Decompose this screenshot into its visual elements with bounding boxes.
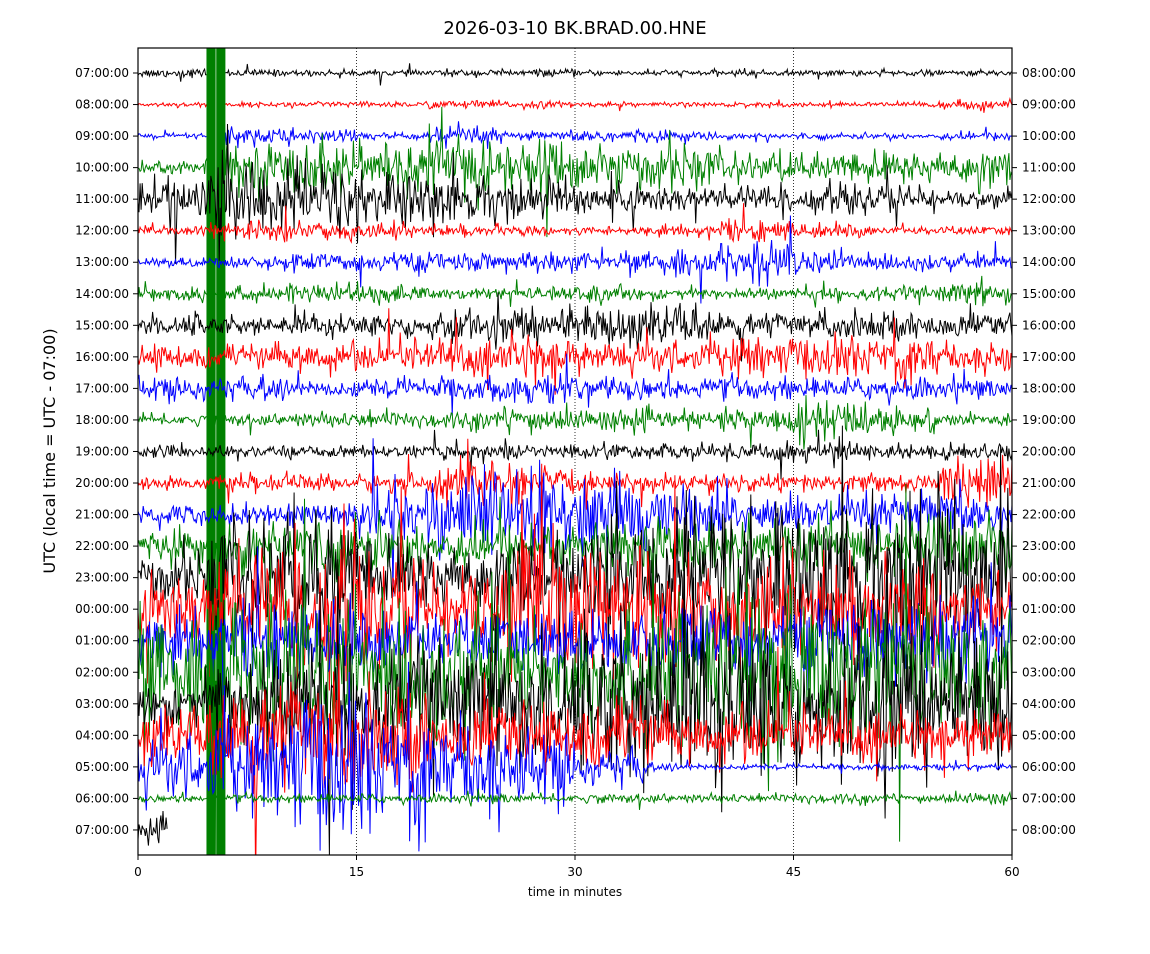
y-axis-label: UTC (local time = UTC - 07:00) <box>40 328 59 573</box>
y-tick-label-utc: 23:00:00 <box>75 571 129 585</box>
y-tick-label-local: 07:00:00 <box>1022 791 1076 805</box>
trace-row-09 <box>138 121 1012 149</box>
y-tick-label-utc: 21:00:00 <box>75 508 129 522</box>
trace-row-10 <box>138 106 1012 238</box>
y-tick-label-local: 12:00:00 <box>1022 192 1076 206</box>
y-tick-label-utc: 07:00:00 <box>75 66 129 80</box>
y-tick-label-local: 06:00:00 <box>1022 760 1076 774</box>
trace-row-06 <box>138 788 1012 810</box>
y-tick-label-utc: 04:00:00 <box>75 728 129 742</box>
y-tick-label-utc: 01:00:00 <box>75 634 129 648</box>
x-tick-label: 0 <box>134 865 142 879</box>
y-tick-label-local: 04:00:00 <box>1022 697 1076 711</box>
trace-row-03 <box>138 536 1012 855</box>
trace-row-13 <box>138 215 1012 304</box>
y-tick-label-local: 09:00:00 <box>1022 98 1076 112</box>
y-tick-labels-right: 08:00:00 09:00:00 10:00:00 11:00:00 12:00:00… <box>1012 66 1076 837</box>
y-tick-label-local: 11:00:00 <box>1022 161 1076 175</box>
trace-row-17 <box>138 353 1012 416</box>
trace-row-04 <box>138 646 1012 855</box>
trace-row-16 <box>138 308 1012 395</box>
trace-row-07 <box>138 810 168 846</box>
y-tick-label-utc: 00:00:00 <box>75 602 129 616</box>
trace-row-21 <box>138 438 1012 597</box>
y-tick-label-local: 02:00:00 <box>1022 634 1076 648</box>
y-tick-labels-left: 07:00:00 08:00:00 09:00:00 10:00:00 11:00:00… <box>75 66 138 837</box>
y-tick-label-local: 22:00:00 <box>1022 508 1076 522</box>
y-tick-label-utc: 08:00:00 <box>75 98 129 112</box>
y-tick-label-utc: 14:00:00 <box>75 287 129 301</box>
y-tick-label-utc: 10:00:00 <box>75 161 129 175</box>
y-tick-label-local: 18:00:00 <box>1022 381 1076 395</box>
y-tick-label-local: 17:00:00 <box>1022 350 1076 364</box>
y-tick-label-local: 13:00:00 <box>1022 224 1076 238</box>
y-tick-label-utc: 11:00:00 <box>75 192 129 206</box>
y-tick-label-utc: 07:00:00 <box>75 823 129 837</box>
chart-title: 2026-03-10 BK.BRAD.00.HNE <box>443 18 706 39</box>
trace-row-05 <box>138 661 1012 852</box>
trace-row-18 <box>138 395 1012 450</box>
trace-row-00 <box>138 463 1012 714</box>
y-tick-label-utc: 19:00:00 <box>75 444 129 458</box>
trace-row-07 <box>138 63 1012 86</box>
x-ticks: 0 15 30 45 60 <box>134 855 1020 879</box>
y-tick-label-utc: 18:00:00 <box>75 413 129 427</box>
y-tick-label-utc: 02:00:00 <box>75 665 129 679</box>
y-tick-label-utc: 20:00:00 <box>75 476 129 490</box>
trace-row-11 <box>138 123 1012 264</box>
trace-row-12 <box>138 203 1012 244</box>
x-tick-label: 45 <box>786 865 801 879</box>
y-tick-label-local: 08:00:00 <box>1022 823 1076 837</box>
trace-row-15 <box>138 292 1012 362</box>
y-tick-label-utc: 16:00:00 <box>75 350 129 364</box>
y-tick-label-local: 08:00:00 <box>1022 66 1076 80</box>
y-tick-label-local: 05:00:00 <box>1022 728 1076 742</box>
y-tick-label-local: 10:00:00 <box>1022 129 1076 143</box>
y-tick-label-local: 21:00:00 <box>1022 476 1076 490</box>
y-tick-label-utc: 03:00:00 <box>75 697 129 711</box>
traces <box>138 48 1012 855</box>
y-tick-label-local: 14:00:00 <box>1022 255 1076 269</box>
trace-row-20 <box>138 438 1012 512</box>
y-tick-label-utc: 06:00:00 <box>75 791 129 805</box>
trace-row-02 <box>138 483 1012 855</box>
y-tick-label-local: 03:00:00 <box>1022 665 1076 679</box>
trace-row-08 <box>138 96 1012 113</box>
y-tick-label-local: 19:00:00 <box>1022 413 1076 427</box>
y-tick-label-local: 15:00:00 <box>1022 287 1076 301</box>
x-tick-label: 15 <box>349 865 364 879</box>
y-tick-label-utc: 05:00:00 <box>75 760 129 774</box>
trace-row-14 <box>138 275 1012 308</box>
y-tick-label-utc: 15:00:00 <box>75 318 129 332</box>
trace-row-19 <box>138 429 1012 480</box>
y-tick-label-local: 00:00:00 <box>1022 571 1076 585</box>
y-tick-label-local: 01:00:00 <box>1022 602 1076 616</box>
y-tick-label-utc: 22:00:00 <box>75 539 129 553</box>
y-tick-label-local: 16:00:00 <box>1022 318 1076 332</box>
y-tick-label-local: 20:00:00 <box>1022 444 1076 458</box>
x-tick-label: 60 <box>1004 865 1019 879</box>
y-tick-label-utc: 09:00:00 <box>75 129 129 143</box>
x-tick-label: 30 <box>567 865 582 879</box>
y-tick-label-utc: 12:00:00 <box>75 224 129 238</box>
x-axis-label: time in minutes <box>528 885 622 899</box>
y-tick-label-local: 23:00:00 <box>1022 539 1076 553</box>
y-tick-label-utc: 17:00:00 <box>75 381 129 395</box>
y-tick-label-utc: 13:00:00 <box>75 255 129 269</box>
